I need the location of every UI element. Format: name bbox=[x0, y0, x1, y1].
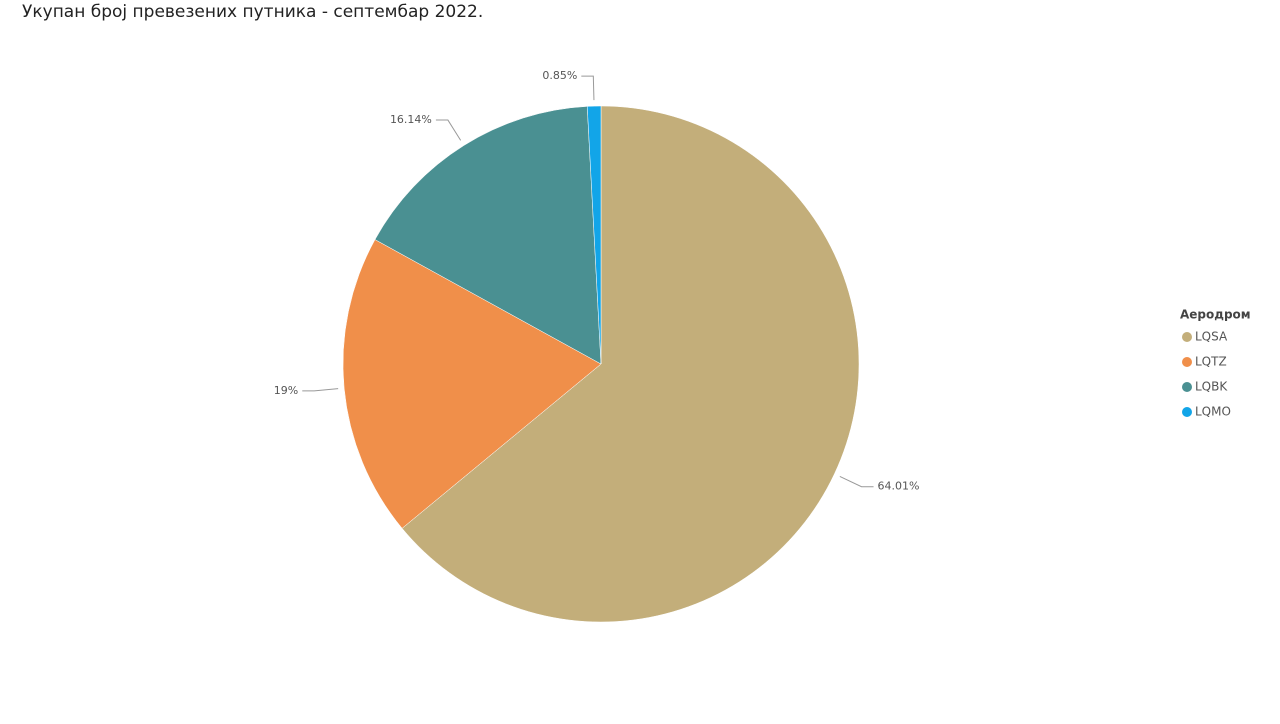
legend-marker bbox=[1182, 407, 1192, 417]
leader-line bbox=[581, 75, 595, 101]
legend-label: LQMO bbox=[1195, 405, 1231, 419]
chart-title: Укупан број превезених путника - септемб… bbox=[22, 2, 483, 22]
leader-line bbox=[435, 119, 462, 141]
data-label: 19% bbox=[274, 384, 298, 397]
leader-line bbox=[302, 388, 339, 392]
legend-marker bbox=[1182, 382, 1192, 392]
pie-slice bbox=[401, 105, 860, 623]
legend-marker bbox=[1182, 357, 1192, 367]
data-label: 16.14% bbox=[390, 113, 432, 126]
leader-line bbox=[839, 476, 874, 488]
legend-title: Аеродром bbox=[1180, 308, 1251, 322]
pie-slice bbox=[586, 105, 602, 365]
legend-label: LQTZ bbox=[1195, 355, 1227, 369]
legend-label: LQBK bbox=[1195, 380, 1228, 394]
data-label: 64.01% bbox=[878, 480, 920, 493]
data-label: 0.85% bbox=[542, 69, 577, 82]
pie-slice bbox=[374, 106, 602, 365]
pie-slice bbox=[342, 239, 602, 529]
legend-marker bbox=[1182, 332, 1192, 342]
legend-label: LQSA bbox=[1195, 330, 1228, 344]
